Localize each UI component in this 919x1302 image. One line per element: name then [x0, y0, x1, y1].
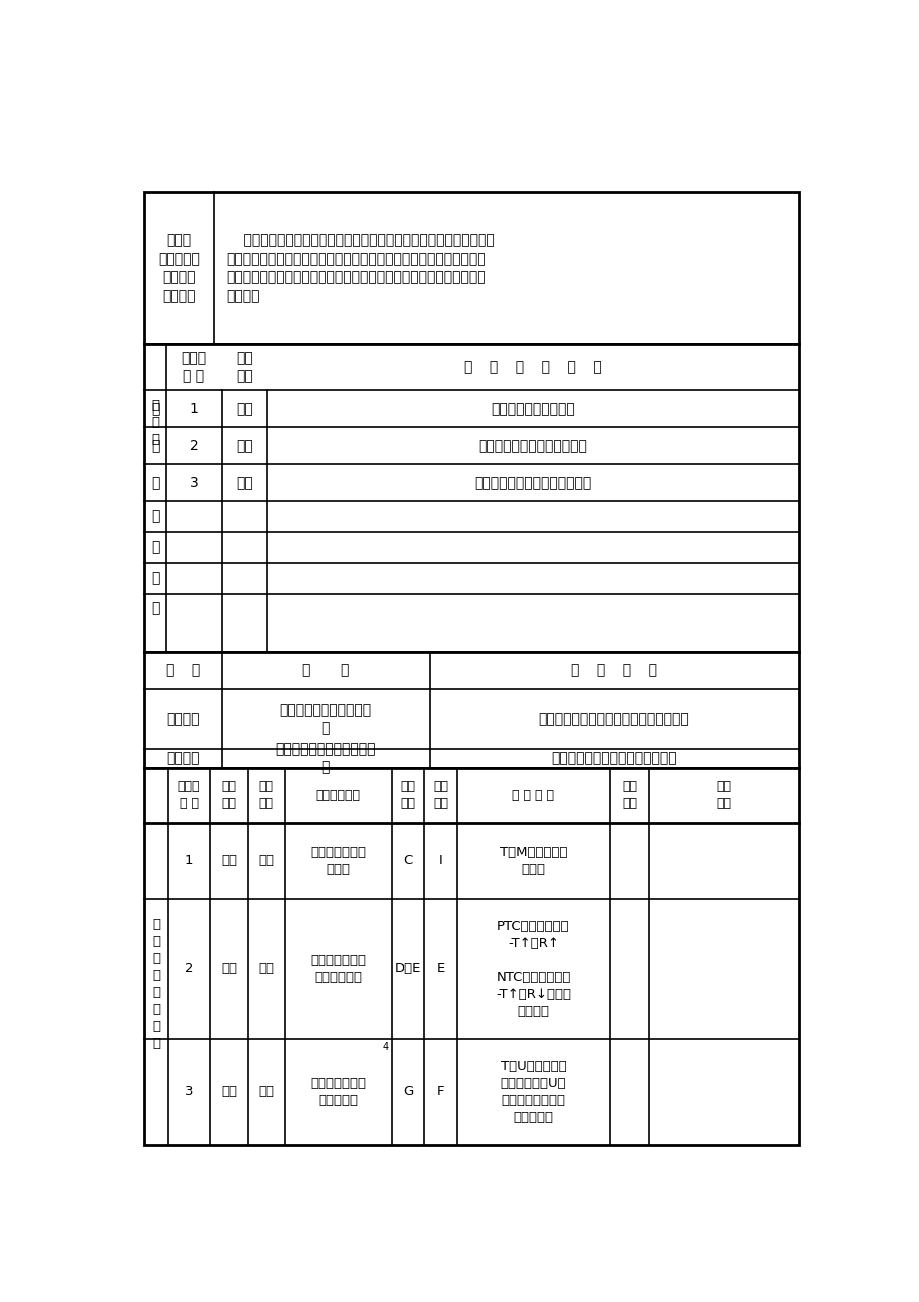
Text: 知
识
点: 知 识 点: [151, 400, 159, 447]
Text: 进气温度传感器的类型、特
性: 进气温度传感器的类型、特 性: [276, 742, 376, 775]
Text: T与U一一对应，
电脑根据所得U计
算对应温度，从而
修正进气量: T与U一一对应， 电脑根据所得U计 算对应温度，从而 修正进气量: [500, 1060, 566, 1124]
Text: 学习
目标: 学习 目标: [236, 352, 253, 383]
Text: 微课: 微课: [258, 1086, 274, 1099]
Bar: [144, 652, 798, 768]
Text: 制作微课，让学生自主学习、探究、总结: 制作微课，让学生自主学习、探究、总结: [539, 712, 688, 727]
Text: 教学难点: 教学难点: [166, 751, 199, 766]
Text: 1: 1: [189, 402, 199, 415]
Text: 3: 3: [189, 475, 199, 490]
Text: T与M有关，修正
进气量: T与M有关，修正 进气量: [499, 846, 567, 876]
Text: 2: 2: [185, 962, 193, 975]
Text: C: C: [403, 854, 412, 867]
Text: 习: 习: [151, 475, 159, 490]
Text: 点: 点: [151, 402, 159, 415]
Text: 熟练: 熟练: [236, 475, 253, 490]
Bar: [144, 344, 798, 652]
Text: 分析进气温度传感器的电路方法: 分析进气温度传感器的电路方法: [473, 475, 591, 490]
Text: 制作微课，课前预习、讨论、答痑: 制作微课，课前预习、讨论、答痑: [550, 751, 676, 766]
Text: 占用
时间: 占用 时间: [621, 780, 636, 810]
Text: 理解: 理解: [236, 402, 253, 415]
Text: 与本节
（课）相关
的学生特
征的分析: 与本节 （课）相关 的学生特 征的分析: [158, 233, 200, 303]
Text: E: E: [436, 962, 444, 975]
Text: G: G: [403, 1086, 413, 1099]
Text: 知识点
编 号: 知识点 编 号: [181, 352, 207, 383]
Text: 微课: 微课: [258, 854, 274, 867]
Text: 媒体
类型: 媒体 类型: [258, 780, 273, 810]
Text: 教学重点: 教学重点: [166, 712, 199, 727]
Text: 项    目: 项 目: [166, 664, 200, 677]
Text: 进气温度传感器
的作用: 进气温度传感器 的作用: [310, 846, 366, 876]
Text: 使用
方式: 使用 方式: [433, 780, 448, 810]
Text: 分析进气温度传
感器的电路: 分析进气温度传 感器的电路: [310, 1077, 366, 1107]
Text: 熟练: 熟练: [221, 1086, 237, 1099]
Text: D、E: D、E: [394, 962, 421, 975]
Text: 教学
作用: 教学 作用: [400, 780, 415, 810]
Text: 1: 1: [185, 854, 193, 867]
Text: 进气温度传感器的类型、特性: 进气温度传感器的类型、特性: [478, 439, 586, 453]
Text: 掌握: 掌握: [221, 962, 237, 975]
Text: 目: 目: [151, 509, 159, 523]
Text: 进气温度传感器
的类型、特性: 进气温度传感器 的类型、特性: [310, 953, 366, 983]
Text: 分析进气温度传感器的电
路: 分析进气温度传感器的电 路: [279, 703, 371, 736]
Text: 描: 描: [151, 572, 159, 585]
Text: 理解: 理解: [221, 854, 237, 867]
Text: 4: 4: [382, 1042, 388, 1052]
Text: 微课: 微课: [258, 962, 274, 975]
Text: F: F: [437, 1086, 444, 1099]
Text: PTC：正温度系数
-T↑与R↑

NTC：正温度系数
-T↑与R↓（多用
于汽车）: PTC：正温度系数 -T↑与R↑ NTC：正温度系数 -T↑与R↓（多用 于汽车…: [495, 919, 571, 1018]
Text: 解    决    措    施: 解 决 措 施: [571, 664, 656, 677]
Text: 所 得 结 论: 所 得 结 论: [512, 789, 554, 802]
Text: 学生相应的物理知识掌握不扎实，需要加以引导；热敏电阔知识了解
很少，对其理解较模糊；欧姆定律的应用不扎实，需再次巩固；对温度
跨电压的对应关系转化容易遗忘，需要: 学生相应的物理知识掌握不扎实，需要加以引导；热敏电阔知识了解 很少，对其理解较模…: [225, 233, 494, 303]
Bar: [144, 768, 798, 1144]
Text: 述: 述: [151, 602, 159, 616]
Text: 3: 3: [185, 1086, 193, 1099]
Text: 学: 学: [151, 439, 159, 453]
Text: 具    体    描    述    语    句: 具 体 描 述 语 句: [463, 361, 601, 374]
Text: 媒体内容要点: 媒体内容要点: [315, 789, 360, 802]
Text: 2: 2: [189, 439, 199, 453]
Text: 标: 标: [151, 540, 159, 555]
Text: 掌握: 掌握: [236, 439, 253, 453]
Text: 学习
目标: 学习 目标: [221, 780, 236, 810]
Text: 教
学
媒
体
（
资
源
）: 教 学 媒 体 （ 资 源 ）: [152, 918, 160, 1049]
Text: 知识点
编 号: 知识点 编 号: [177, 780, 200, 810]
Bar: [144, 193, 798, 344]
Text: I: I: [438, 854, 442, 867]
Text: 进气温度传感器的作用: 进气温度传感器的作用: [491, 402, 574, 415]
Text: 内       容: 内 容: [301, 664, 349, 677]
Text: 媒体
来源: 媒体 来源: [716, 780, 731, 810]
